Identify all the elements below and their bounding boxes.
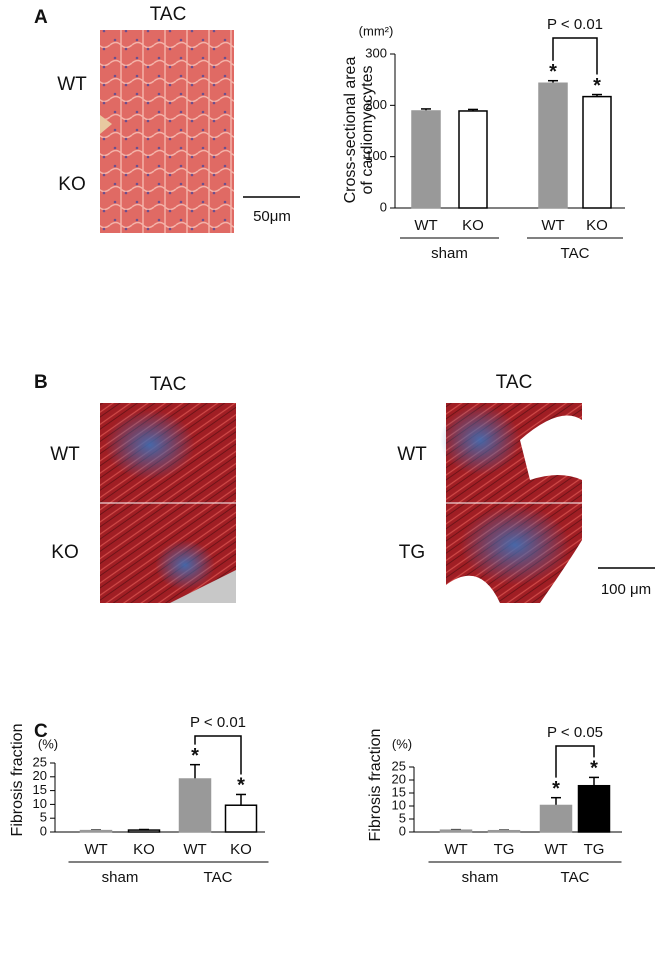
image-title: TAC bbox=[496, 372, 533, 393]
y-axis-label: of cardiomyocytes bbox=[359, 66, 376, 195]
x-tick-label: KO bbox=[586, 217, 608, 234]
y-tick-label: 5 bbox=[399, 810, 406, 825]
row-label: KO bbox=[51, 542, 78, 563]
bar bbox=[539, 804, 573, 833]
x-tick-label: WT bbox=[414, 217, 437, 234]
image-detail bbox=[170, 570, 236, 603]
y-tick-label: 15 bbox=[392, 784, 406, 799]
unit-label: (%) bbox=[38, 736, 58, 751]
y-tick-label: 200 bbox=[365, 97, 387, 112]
x-tick-label: TG bbox=[584, 841, 605, 858]
image-detail bbox=[440, 405, 520, 475]
group-label: sham bbox=[431, 245, 468, 262]
panel-label: A bbox=[34, 7, 48, 28]
image-detail bbox=[100, 115, 112, 134]
bar bbox=[127, 829, 161, 833]
row-label: WT bbox=[397, 444, 427, 465]
group-label: sham bbox=[102, 869, 139, 886]
row-label: KO bbox=[58, 174, 85, 195]
comparison-bracket bbox=[194, 735, 242, 775]
bar bbox=[582, 95, 612, 209]
comparison-bracket bbox=[555, 745, 595, 778]
bar bbox=[487, 829, 521, 833]
comparison-label: P < 0.05 bbox=[547, 724, 603, 741]
x-tick-label: TG bbox=[494, 841, 515, 858]
image-detail bbox=[155, 540, 215, 590]
histology-image bbox=[100, 30, 234, 233]
group-label: TAC bbox=[561, 245, 590, 262]
y-tick-label: 0 bbox=[40, 823, 47, 838]
y-axis-label: Fibrosis fraction bbox=[9, 724, 26, 837]
x-tick-label: WT bbox=[541, 217, 564, 234]
x-tick-label: WT bbox=[84, 841, 107, 858]
y-axis-label: Fibrosis fraction bbox=[367, 729, 384, 842]
y-tick-label: 0 bbox=[399, 823, 406, 838]
bar bbox=[458, 110, 488, 209]
panel-label: B bbox=[34, 372, 48, 393]
y-tick-label: 100 bbox=[365, 148, 387, 163]
significance-mark: * bbox=[191, 745, 199, 767]
x-tick-label: WT bbox=[544, 841, 567, 858]
image-detail bbox=[446, 540, 582, 603]
comparison-label: P < 0.01 bbox=[547, 16, 603, 33]
y-tick-label: 20 bbox=[392, 771, 406, 786]
image-detail bbox=[105, 410, 195, 480]
y-tick-label: 25 bbox=[33, 754, 47, 769]
x-tick-label: KO bbox=[462, 217, 484, 234]
bar bbox=[577, 784, 611, 833]
bar bbox=[79, 829, 113, 833]
y-tick-label: 25 bbox=[392, 758, 406, 773]
significance-mark: * bbox=[590, 758, 598, 780]
y-tick-label: 10 bbox=[392, 797, 406, 812]
panel-label: C bbox=[34, 721, 48, 742]
scale-label: 50μm bbox=[253, 208, 291, 225]
image-detail bbox=[460, 505, 570, 585]
group-label: TAC bbox=[204, 869, 233, 886]
image-detail bbox=[520, 415, 582, 480]
y-axis-label: Cross-sectional area bbox=[342, 57, 359, 204]
image-title: TAC bbox=[150, 4, 187, 25]
bar bbox=[178, 778, 212, 833]
image-title: TAC bbox=[150, 374, 187, 395]
x-tick-label: KO bbox=[230, 841, 252, 858]
y-tick-label: 300 bbox=[365, 45, 387, 60]
bar bbox=[538, 82, 568, 209]
x-tick-label: WT bbox=[183, 841, 206, 858]
y-tick-label: 10 bbox=[33, 796, 47, 811]
group-label: sham bbox=[462, 869, 499, 886]
significance-mark: * bbox=[549, 61, 557, 83]
row-label: WT bbox=[57, 74, 87, 95]
bar bbox=[411, 110, 441, 209]
x-tick-label: WT bbox=[444, 841, 467, 858]
comparison-bracket bbox=[552, 37, 598, 75]
unit-label: (%) bbox=[392, 736, 412, 751]
bar bbox=[439, 829, 473, 833]
comparison-label: P < 0.01 bbox=[190, 714, 246, 731]
significance-mark: * bbox=[237, 775, 245, 797]
y-tick-label: 15 bbox=[33, 782, 47, 797]
bar bbox=[224, 804, 258, 833]
y-tick-label: 20 bbox=[33, 768, 47, 783]
y-tick-label: 5 bbox=[40, 810, 47, 825]
group-label: TAC bbox=[561, 869, 590, 886]
significance-mark: * bbox=[552, 778, 560, 800]
y-tick-label: 0 bbox=[380, 199, 387, 214]
scale-label: 100 μm bbox=[601, 581, 651, 598]
x-tick-label: KO bbox=[133, 841, 155, 858]
significance-mark: * bbox=[593, 75, 601, 97]
row-label: WT bbox=[50, 444, 80, 465]
unit-label: (mm²) bbox=[359, 23, 394, 38]
row-label: TG bbox=[399, 542, 425, 563]
